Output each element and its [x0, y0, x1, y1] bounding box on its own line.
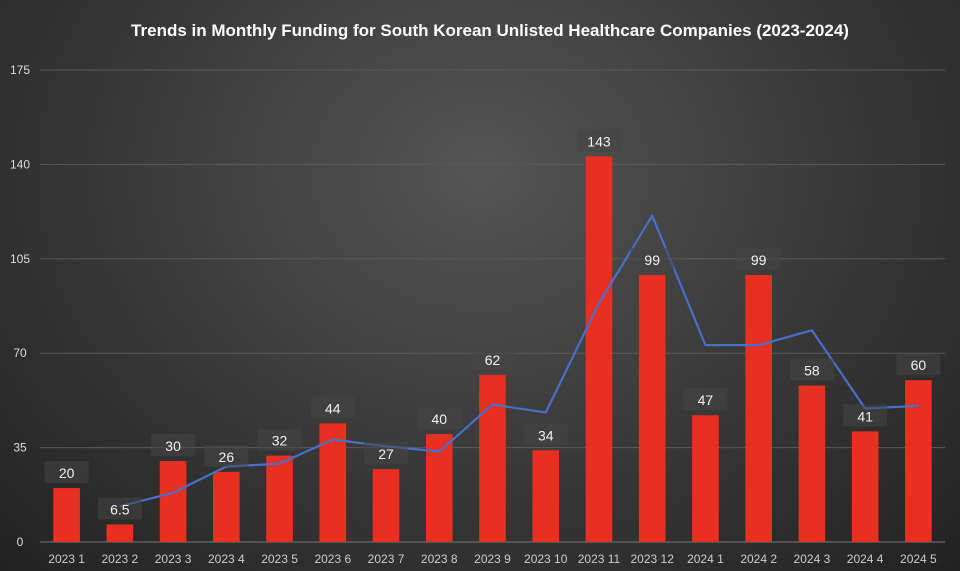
x-tick-label: 2023 5 — [261, 552, 298, 566]
bar — [851, 431, 879, 542]
x-tick-label: 2023 9 — [474, 552, 511, 566]
data-label: 99 — [751, 252, 767, 268]
data-label-background — [97, 497, 142, 520]
data-label: 47 — [698, 392, 714, 408]
chart-title: Trends in Monthly Funding for South Kore… — [131, 21, 849, 40]
x-tick-label: 2024 3 — [794, 552, 831, 566]
data-label-background — [417, 407, 462, 430]
x-tick-label: 2023 3 — [155, 552, 192, 566]
data-label-background — [523, 423, 568, 446]
x-tick-label: 2024 5 — [900, 552, 937, 566]
x-tick-label: 2023 4 — [208, 552, 245, 566]
data-label: 62 — [485, 352, 501, 368]
data-label-background — [896, 353, 941, 376]
bar — [372, 469, 400, 542]
data-label: 143 — [587, 133, 611, 149]
x-tick-label: 2023 7 — [368, 552, 405, 566]
bar — [266, 455, 293, 542]
bar — [585, 156, 613, 542]
data-label-background — [789, 358, 834, 381]
y-tick-label: 0 — [17, 535, 24, 549]
trendline-series — [119, 214, 919, 508]
bar — [159, 461, 187, 542]
bar — [745, 274, 772, 542]
y-tick-label: 35 — [13, 441, 27, 455]
y-axis: 0 35 70 105 140 175 — [10, 63, 30, 549]
bar — [213, 471, 240, 542]
data-label-background — [204, 444, 249, 467]
bar — [53, 488, 80, 542]
x-tick-label: 2023 1 — [48, 552, 85, 566]
data-label-background — [736, 247, 781, 270]
bar — [106, 524, 134, 542]
x-tick-label: 2024 4 — [847, 552, 884, 566]
data-label: 20 — [59, 465, 75, 481]
data-label-background — [257, 428, 302, 451]
trendline — [119, 214, 919, 508]
data-label-background — [576, 129, 621, 152]
data-label-background — [151, 434, 196, 457]
x-tick-label: 2023 12 — [631, 552, 675, 566]
data-label: 99 — [644, 252, 660, 268]
data-label: 41 — [857, 408, 873, 424]
data-label: 58 — [804, 363, 820, 379]
y-tick-label: 175 — [10, 63, 30, 77]
data-label: 32 — [272, 433, 288, 449]
x-tick-label: 2024 1 — [687, 552, 724, 566]
bar — [798, 385, 826, 542]
data-label: 30 — [165, 438, 181, 454]
bar — [638, 274, 666, 542]
x-axis: 2023 1 2023 2 2023 3 2023 4 2023 5 2023 6 2023… — [48, 552, 937, 566]
data-label-background — [470, 347, 515, 370]
bar-series — [53, 156, 932, 542]
bar — [905, 380, 932, 542]
bar — [479, 374, 506, 542]
x-tick-label: 2023 8 — [421, 552, 458, 566]
data-label-background — [364, 442, 409, 465]
x-tick-label: 2023 10 — [524, 552, 568, 566]
y-tick-label: 140 — [10, 157, 30, 171]
data-label: 27 — [378, 446, 394, 462]
data-label: 44 — [325, 400, 341, 416]
data-label: 60 — [911, 357, 927, 373]
data-label-background — [843, 404, 888, 427]
x-tick-label: 2023 11 — [578, 552, 621, 566]
bar — [532, 450, 560, 542]
data-label-background — [683, 388, 728, 411]
data-label-background — [630, 247, 675, 270]
x-tick-label: 2023 2 — [102, 552, 139, 566]
y-tick-label: 70 — [13, 346, 27, 360]
y-tick-label: 105 — [10, 252, 30, 266]
data-label: 40 — [431, 411, 447, 427]
data-label: 26 — [219, 449, 235, 465]
data-label-background — [44, 461, 89, 484]
data-labels: 20 6.5 30 26 32 44 27 40 62 34 143 99 47 99 58 41 60 — [44, 129, 941, 520]
data-label: 34 — [538, 427, 554, 443]
bar — [692, 415, 719, 542]
data-label-background — [310, 396, 355, 419]
data-label: 6.5 — [110, 501, 130, 517]
x-tick-label: 2023 6 — [314, 552, 351, 566]
x-tick-label: 2024 2 — [740, 552, 777, 566]
